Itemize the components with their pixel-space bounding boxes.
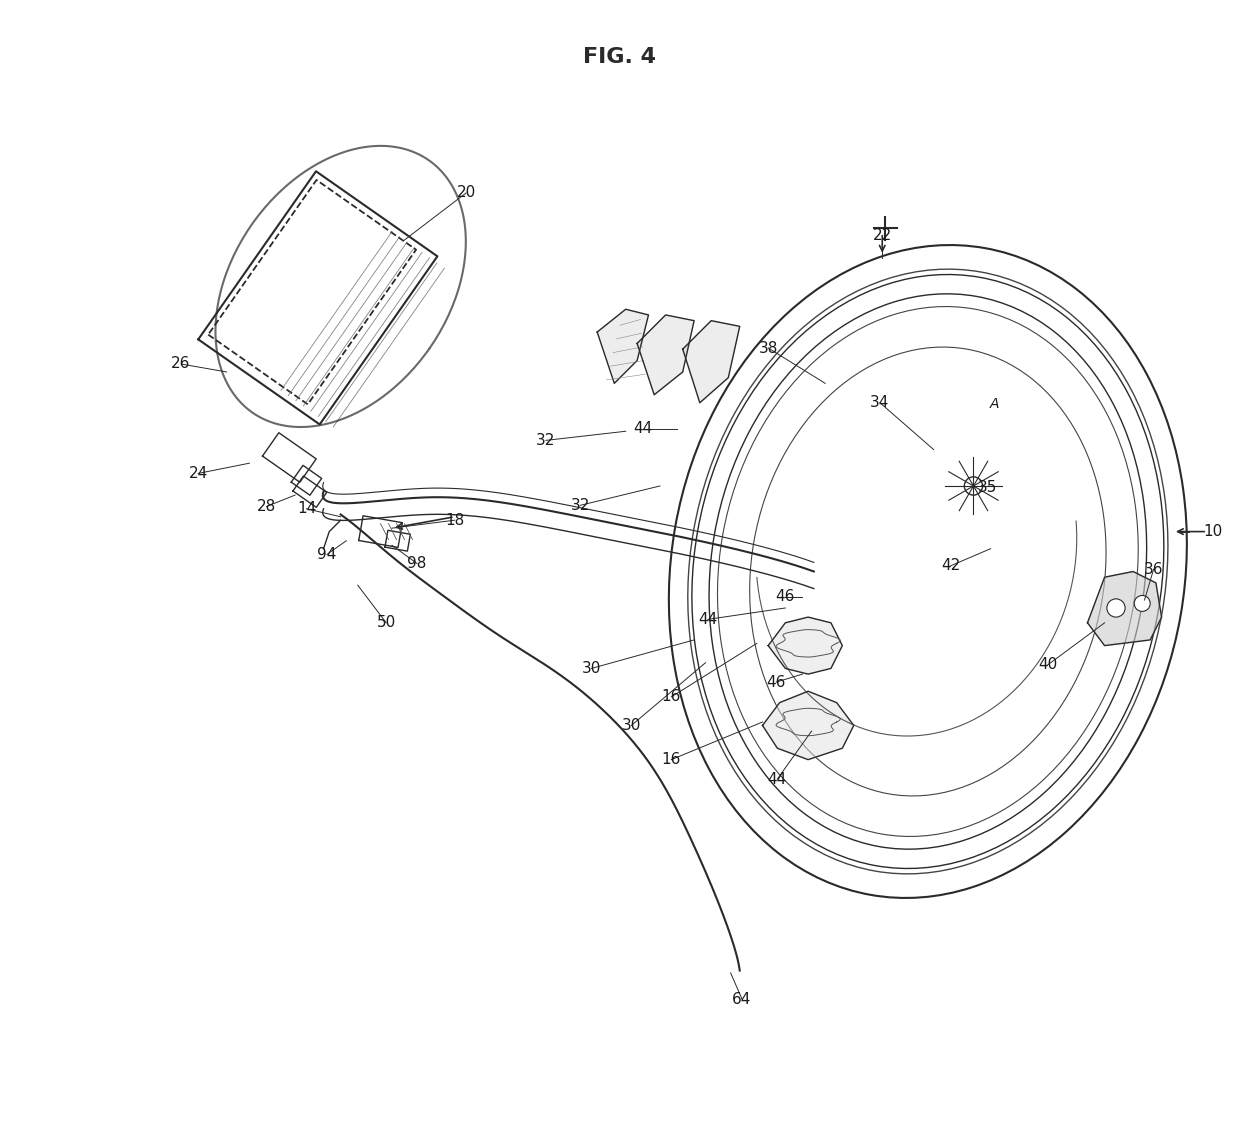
Text: 38: 38	[759, 341, 777, 355]
Text: 28: 28	[257, 499, 277, 514]
Text: 94: 94	[317, 546, 336, 562]
Text: 44: 44	[698, 612, 718, 626]
Text: 20: 20	[456, 185, 476, 200]
Text: 18: 18	[445, 513, 464, 528]
Text: 16: 16	[662, 689, 681, 704]
Text: 22: 22	[873, 227, 892, 242]
Polygon shape	[769, 617, 842, 674]
Text: 42: 42	[941, 558, 960, 574]
Polygon shape	[598, 310, 649, 383]
Polygon shape	[1087, 572, 1162, 646]
Circle shape	[1107, 599, 1125, 617]
Text: 40: 40	[1038, 657, 1058, 672]
Text: FIG. 4: FIG. 4	[584, 47, 656, 67]
Text: 98: 98	[408, 555, 427, 572]
Circle shape	[1135, 596, 1151, 612]
Text: 10: 10	[1203, 525, 1223, 539]
Text: A: A	[990, 397, 998, 410]
Text: 16: 16	[662, 752, 681, 767]
Polygon shape	[763, 692, 854, 760]
Text: 34: 34	[870, 395, 889, 410]
Text: 30: 30	[621, 718, 641, 733]
Text: 32: 32	[536, 433, 556, 448]
Polygon shape	[683, 321, 740, 402]
Text: 30: 30	[582, 661, 601, 676]
Text: 64: 64	[733, 992, 751, 1007]
Text: 50: 50	[377, 615, 396, 630]
Text: 14: 14	[296, 502, 316, 517]
Text: 44: 44	[768, 772, 787, 786]
Text: 46: 46	[766, 674, 786, 689]
Text: 35: 35	[977, 480, 997, 495]
Text: 36: 36	[1143, 561, 1163, 577]
Text: 32: 32	[570, 498, 590, 513]
Polygon shape	[637, 315, 694, 394]
Text: 24: 24	[188, 466, 208, 481]
Text: 26: 26	[171, 357, 191, 371]
Text: 44: 44	[634, 422, 652, 437]
Text: 46: 46	[776, 589, 795, 605]
Circle shape	[965, 477, 982, 495]
